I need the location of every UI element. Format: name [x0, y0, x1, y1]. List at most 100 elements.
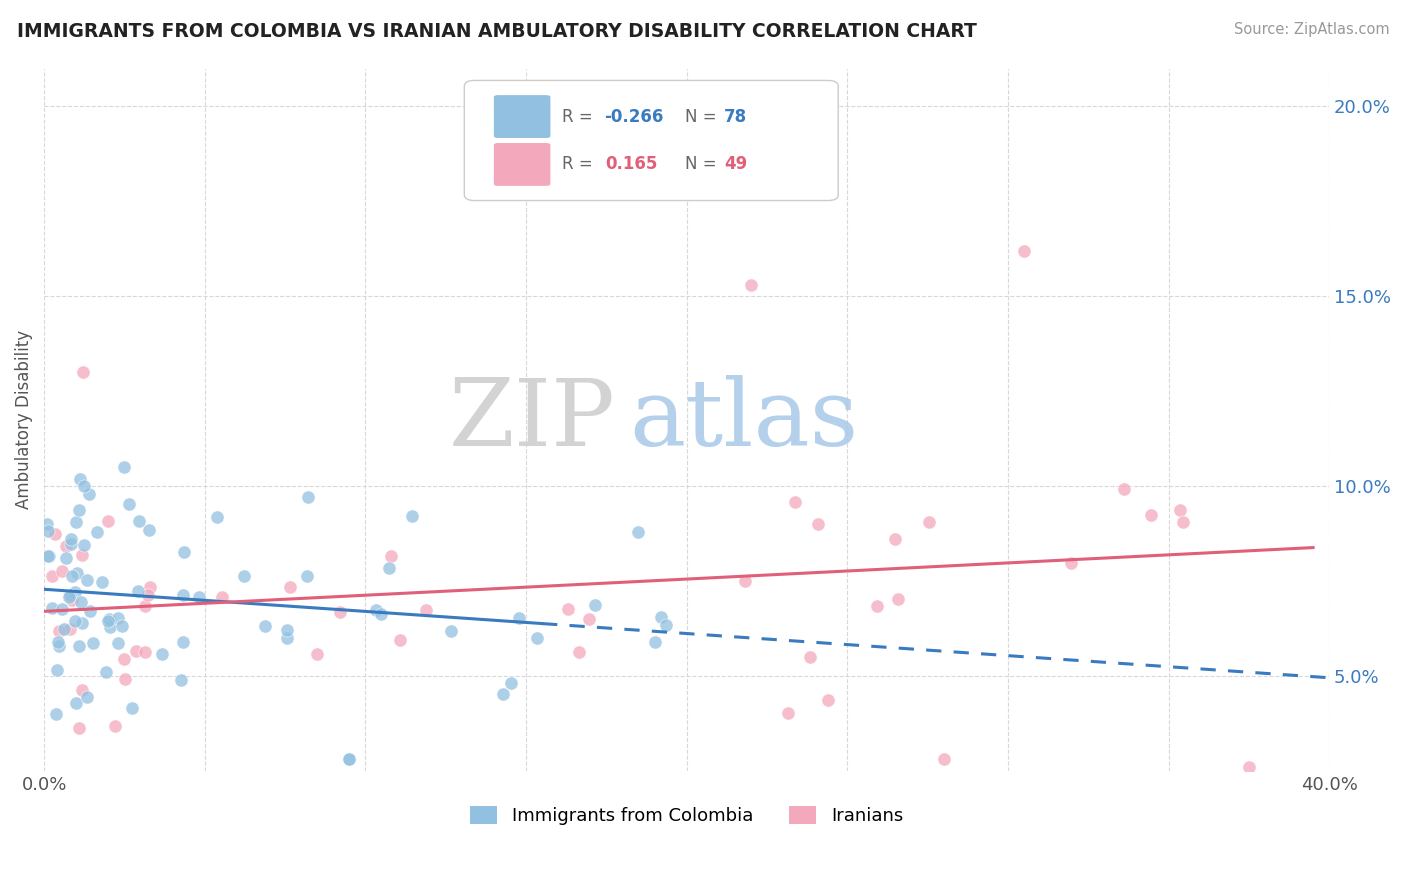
Point [138, 523, 160, 537]
Text: N =: N = [685, 108, 723, 126]
Point [211, 591, 233, 605]
Point [73, 479, 96, 493]
Point [86, 524, 108, 539]
Point [48, 639, 70, 653]
Point [380, 549, 402, 564]
Point [337, 752, 360, 766]
Point [207, 510, 229, 524]
Point [94, 665, 117, 679]
Point [785, 495, 807, 509]
Point [46, 664, 69, 678]
Point [73, 538, 96, 552]
Point [492, 687, 515, 701]
Y-axis label: Ambulatory Disability: Ambulatory Disability [15, 330, 32, 509]
Point [98, 620, 121, 634]
Point [1140, 508, 1163, 522]
Point [1171, 515, 1194, 529]
Point [63, 614, 86, 628]
Point [127, 583, 149, 598]
Point [807, 517, 830, 532]
Point [887, 592, 910, 607]
Text: R =: R = [562, 155, 598, 173]
Point [297, 491, 319, 505]
Point [415, 603, 437, 617]
Point [97, 614, 120, 628]
Point [76, 573, 98, 587]
Point [121, 701, 143, 715]
Point [578, 612, 600, 626]
Point [1237, 760, 1260, 774]
Point [79, 604, 101, 618]
Point [37, 549, 59, 563]
Point [644, 635, 666, 649]
Text: 0.165: 0.165 [606, 155, 658, 173]
Point [107, 610, 129, 624]
FancyBboxPatch shape [494, 95, 550, 138]
Point [66, 566, 89, 580]
Point [866, 599, 889, 613]
Point [67, 502, 90, 516]
Point [46, 635, 69, 649]
Point [104, 719, 127, 733]
Point [295, 569, 318, 583]
Point [370, 607, 392, 622]
Point [1059, 556, 1081, 570]
Point [45, 707, 67, 722]
Point [59, 533, 82, 547]
Point [114, 672, 136, 686]
Point [70, 548, 93, 562]
Point [128, 514, 150, 528]
Point [118, 497, 141, 511]
Point [139, 580, 162, 594]
Point [112, 460, 135, 475]
Point [60, 593, 83, 607]
Text: 78: 78 [724, 108, 747, 126]
Point [91, 574, 114, 589]
Point [69, 472, 91, 486]
Point [48, 624, 70, 638]
Point [499, 676, 522, 690]
Point [134, 599, 156, 613]
Point [170, 673, 193, 687]
Point [65, 515, 87, 529]
Text: ZIP: ZIP [449, 375, 616, 465]
Point [172, 588, 194, 602]
Point [63, 585, 86, 599]
Point [69, 595, 91, 609]
Point [124, 644, 146, 658]
Point [276, 623, 298, 637]
Point [65, 697, 87, 711]
Point [136, 589, 159, 603]
Point [51, 602, 73, 616]
Point [55, 551, 77, 566]
Point [1114, 482, 1136, 496]
Text: atlas: atlas [628, 375, 858, 465]
Point [401, 508, 423, 523]
Point [51, 564, 73, 578]
Point [364, 602, 387, 616]
Point [884, 532, 907, 546]
Point [650, 610, 672, 624]
Point [52, 623, 75, 637]
Point [388, 632, 411, 647]
Text: R =: R = [562, 108, 598, 126]
Point [173, 545, 195, 559]
FancyBboxPatch shape [464, 80, 838, 201]
Point [627, 524, 650, 539]
Point [568, 645, 591, 659]
Point [740, 277, 762, 292]
Point [1168, 503, 1191, 517]
Point [734, 574, 756, 588]
Point [378, 561, 401, 575]
Text: N =: N = [685, 155, 723, 173]
Point [278, 581, 301, 595]
Point [799, 649, 821, 664]
Point [37, 516, 59, 531]
Point [70, 683, 93, 698]
Point [253, 619, 276, 633]
Point [583, 599, 606, 613]
Point [557, 602, 579, 616]
Text: IMMIGRANTS FROM COLOMBIA VS IRANIAN AMBULATORY DISABILITY CORRELATION CHART: IMMIGRANTS FROM COLOMBIA VS IRANIAN AMBU… [17, 22, 977, 41]
Text: Source: ZipAtlas.com: Source: ZipAtlas.com [1233, 22, 1389, 37]
Point [76, 690, 98, 705]
